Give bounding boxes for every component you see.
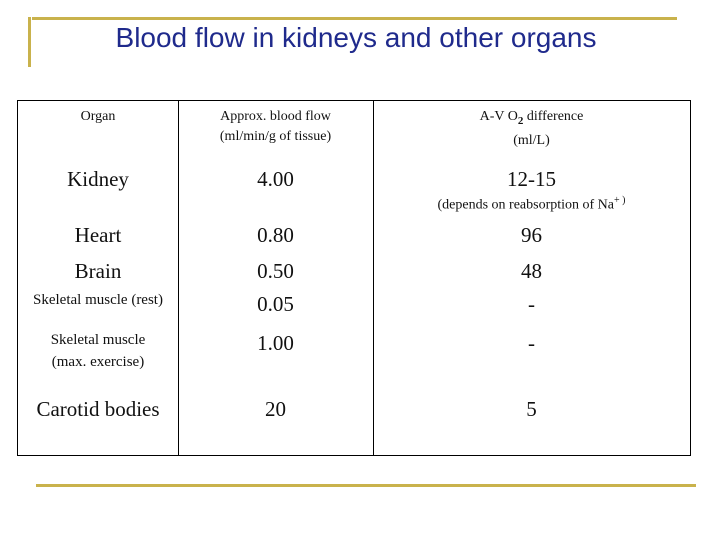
organ-skeletal-muscle-rest: Skeletal muscle (rest) [33, 292, 163, 308]
avo2-kidney: 12-15 [507, 167, 556, 191]
slide-title: Blood flow in kidneys and other organs [115, 22, 597, 53]
organ-skeletal-muscle-exercise: Skeletal muscle (max. exercise) [18, 329, 178, 373]
column-divider [178, 101, 179, 455]
organ-brain: Brain [74, 259, 122, 283]
header-organ: Organ [80, 109, 116, 124]
flow-kidney: 4.00 [257, 167, 294, 191]
header-blood-flow-line1: Approx. blood flow [220, 109, 331, 124]
avo2-brain: 48 [521, 259, 542, 283]
header-av-o2-line2: (ml/L) [513, 132, 550, 148]
top-accent-line [32, 17, 677, 20]
organ-kidney: Kidney [67, 167, 129, 191]
organ-skeletal-muscle-exercise-line2: (max. exercise) [51, 354, 145, 370]
avo2-skeletal-muscle-rest: - [528, 292, 535, 316]
avo2-heart: 96 [521, 223, 542, 247]
flow-heart: 0.80 [257, 223, 294, 247]
bottom-accent-line [36, 484, 696, 487]
organ-skeletal-muscle-exercise-line1: Skeletal muscle [50, 332, 146, 348]
flow-carotid-bodies: 20 [265, 397, 286, 421]
flow-skeletal-muscle-exercise: 1.00 [257, 331, 294, 355]
column-divider [373, 101, 374, 455]
left-accent-line [28, 17, 31, 67]
header-av-o2: A-V O2 difference (ml/L) [373, 107, 690, 151]
kidney-note: (depends on reabsorption of Na+ ) [437, 195, 626, 213]
flow-brain: 0.50 [257, 259, 294, 283]
flow-skeletal-muscle-rest: 0.05 [257, 292, 294, 316]
header-av-o2-line1: A-V O2 difference [479, 109, 584, 127]
header-blood-flow: Approx. blood flow (ml/min/g of tissue) [178, 107, 373, 147]
avo2-skeletal-muscle-exercise: - [528, 331, 535, 355]
organ-heart: Heart [74, 223, 122, 247]
organ-carotid-bodies: Carotid bodies [36, 397, 160, 421]
header-blood-flow-line2: (ml/min/g of tissue) [219, 129, 332, 144]
avo2-carotid-bodies: 5 [526, 397, 537, 421]
blood-flow-table: Organ Approx. blood flow (ml/min/g of ti… [17, 100, 691, 456]
